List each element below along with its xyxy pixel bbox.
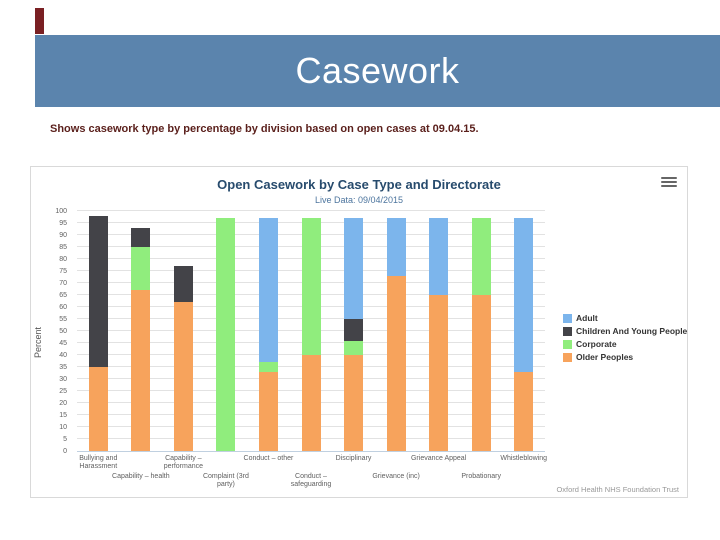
slide-subtitle: Shows casework type by percentage by div… bbox=[50, 123, 479, 135]
y-tick-label: 75 bbox=[59, 268, 67, 275]
bar-segment-adult bbox=[386, 218, 406, 276]
x-category-label: Capability – performance bbox=[163, 455, 203, 471]
y-tick-label: 40 bbox=[59, 352, 67, 359]
legend-item[interactable]: Children And Young People bbox=[563, 326, 689, 336]
bar-segment-children-and-young-people bbox=[131, 227, 151, 247]
x-category-label: Whistleblowing bbox=[500, 455, 548, 462]
legend-item[interactable]: Older Peoples bbox=[563, 352, 689, 362]
y-tick-label: 100 bbox=[55, 208, 67, 215]
bar-segment-older-peoples bbox=[88, 367, 108, 451]
legend-label: Older Peoples bbox=[576, 352, 634, 362]
y-tick-label: 70 bbox=[59, 280, 67, 287]
x-category-label: Grievance (inc) bbox=[372, 473, 420, 480]
legend-label: Corporate bbox=[576, 339, 617, 349]
x-category-label: Disciplinary bbox=[335, 455, 372, 462]
y-tick-label: 60 bbox=[59, 304, 67, 311]
chart-subtitle: Live Data: 09/04/2015 bbox=[314, 195, 404, 205]
hamburger-icon bbox=[661, 177, 677, 179]
legend-label: Children And Young People bbox=[576, 326, 688, 336]
x-category-label: Bullying and Harassment bbox=[79, 455, 118, 471]
legend-swatch-icon bbox=[563, 313, 572, 323]
chart-title: Open Casework by Case Type and Directora… bbox=[217, 177, 501, 192]
bar-segment-children-and-young-people bbox=[88, 215, 108, 367]
chart-credits: Oxford Health NHS Foundation Trust bbox=[556, 485, 679, 494]
bar-segment-older-peoples bbox=[386, 275, 406, 451]
y-tick-label: 35 bbox=[59, 364, 67, 371]
bar-segment-corporate bbox=[258, 362, 278, 372]
chart-card: Open Casework by Case Type and Directora… bbox=[30, 166, 688, 498]
bar-segment-older-peoples bbox=[344, 355, 364, 451]
y-tick-label: 90 bbox=[59, 232, 67, 239]
hamburger-icon bbox=[661, 181, 677, 183]
title-banner: Casework bbox=[35, 35, 720, 107]
bar-segment-corporate bbox=[471, 218, 491, 295]
y-tick-label: 95 bbox=[59, 220, 67, 227]
bar-segment-older-peoples bbox=[131, 290, 151, 451]
y-tick-label: 50 bbox=[59, 328, 67, 335]
legend-item[interactable]: Adult bbox=[563, 313, 689, 323]
plot-area bbox=[77, 210, 545, 452]
hamburger-icon bbox=[661, 185, 677, 187]
bar-segment-adult bbox=[344, 218, 364, 319]
legend-swatch-icon bbox=[563, 339, 572, 349]
bar-segment-corporate bbox=[344, 340, 364, 355]
bar-segment-older-peoples bbox=[173, 302, 193, 451]
legend-item[interactable]: Corporate bbox=[563, 339, 689, 349]
bar-segment-older-peoples bbox=[301, 355, 321, 451]
bar-segment-corporate bbox=[131, 247, 151, 291]
y-tick-label: 5 bbox=[63, 436, 67, 443]
gridline bbox=[77, 210, 545, 211]
x-category-label: Conduct – other bbox=[243, 455, 294, 462]
y-axis-labels: 0 5 10 15 20 25 30 35 40 45 50 55 60 65 70 75 80 85 90 95 10… bbox=[45, 208, 71, 455]
y-tick-label: 55 bbox=[59, 316, 67, 323]
y-tick-label: 0 bbox=[63, 448, 67, 455]
x-category-label: Probationary bbox=[461, 473, 502, 480]
bar-segment-children-and-young-people bbox=[344, 319, 364, 341]
y-tick-label: 10 bbox=[59, 424, 67, 431]
bar-segment-adult bbox=[514, 218, 534, 372]
x-axis-labels: Bullying and Harassment Capability – heal… bbox=[77, 454, 547, 500]
y-tick-label: 25 bbox=[59, 388, 67, 395]
bar-segment-corporate bbox=[216, 218, 236, 451]
y-tick-label: 45 bbox=[59, 340, 67, 347]
x-category-label: Complaint (3rd party) bbox=[202, 473, 249, 489]
bar-segment-older-peoples bbox=[471, 295, 491, 451]
bar-segment-older-peoples bbox=[429, 295, 449, 451]
y-tick-label: 20 bbox=[59, 400, 67, 407]
x-category-label: Capability – health bbox=[112, 473, 170, 480]
x-category-label: Conduct – safeguarding bbox=[290, 473, 332, 489]
accent-bar bbox=[35, 8, 44, 34]
legend-swatch-icon bbox=[563, 326, 572, 336]
bar-segment-adult bbox=[258, 218, 278, 363]
chart-legend: Adult Children And Young People Corporate O… bbox=[563, 313, 689, 362]
y-tick-label: 65 bbox=[59, 292, 67, 299]
export-menu-button[interactable] bbox=[661, 175, 677, 189]
legend-swatch-icon bbox=[563, 352, 572, 362]
y-tick-label: 80 bbox=[59, 256, 67, 263]
bar-segment-corporate bbox=[301, 218, 321, 355]
bar-segment-children-and-young-people bbox=[173, 266, 193, 303]
bar-segment-older-peoples bbox=[258, 371, 278, 451]
legend-label: Adult bbox=[576, 313, 598, 323]
x-category-label: Grievance Appeal bbox=[410, 455, 467, 462]
y-tick-label: 30 bbox=[59, 376, 67, 383]
bar-segment-adult bbox=[429, 218, 449, 295]
y-axis-title: Percent bbox=[33, 326, 43, 358]
slide-title: Casework bbox=[295, 50, 460, 91]
y-tick-label: 85 bbox=[59, 244, 67, 251]
bar-segment-older-peoples bbox=[514, 371, 534, 451]
y-tick-label: 15 bbox=[59, 412, 67, 419]
